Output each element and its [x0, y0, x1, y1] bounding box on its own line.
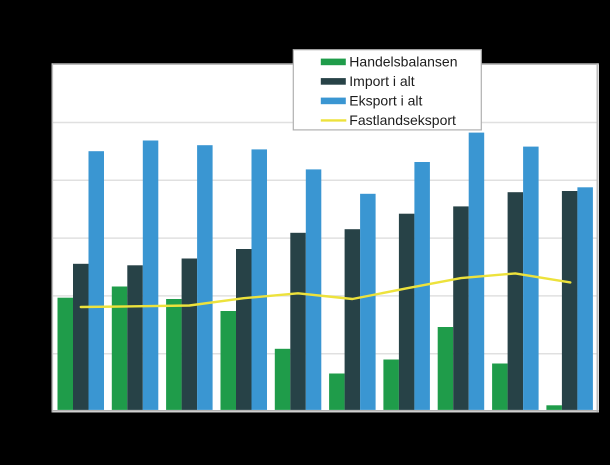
- svg-text:Fastlandseksport: Fastlandseksport: [349, 112, 456, 128]
- svg-text:Import i alt: Import i alt: [349, 73, 414, 89]
- svg-text:Eksport i alt: Eksport i alt: [349, 93, 422, 109]
- svg-text:Handelsbalansen: Handelsbalansen: [349, 54, 457, 70]
